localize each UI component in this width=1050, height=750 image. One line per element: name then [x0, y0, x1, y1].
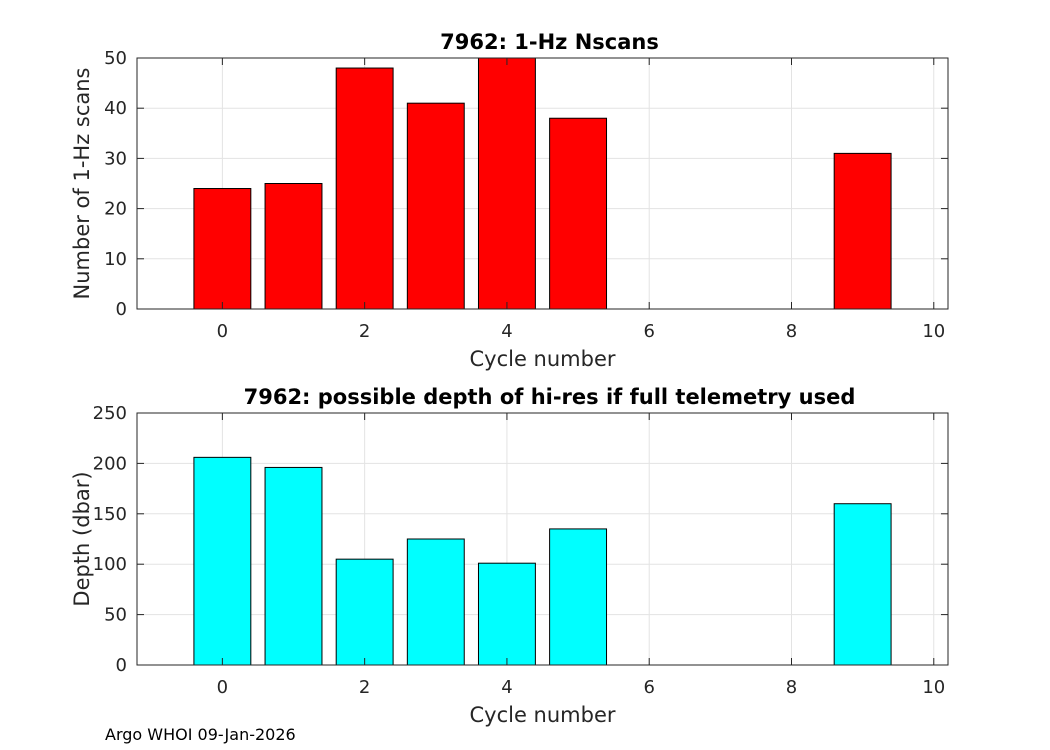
y-tick-label: 10	[104, 249, 127, 270]
bar-cycle-5	[549, 117, 608, 310]
x-tick-label: 10	[922, 321, 945, 342]
footer-text: Argo WHOI 09-Jan-2026	[105, 725, 296, 744]
chart-title: 7962: 1-Hz Nscans	[440, 30, 659, 54]
bar-cycle-4	[477, 562, 536, 666]
y-tick-label: 50	[104, 48, 127, 69]
y-axis-label: Number of 1-Hz scans	[70, 68, 94, 300]
y-tick-label: 20	[104, 199, 127, 220]
x-tick-label: 0	[217, 321, 228, 342]
chart-panel-1: 0 2 4 6 8 10 0 10 20 30 40 50 7962: 1-Hz Nscans Cycle…	[70, 30, 949, 371]
bar-cycle-1	[264, 183, 323, 310]
bar-cycle-0	[193, 188, 252, 310]
x-tick-label: 4	[501, 677, 512, 698]
y-tick-label: 100	[93, 554, 127, 575]
y-axis-label: Depth (dbar)	[70, 471, 94, 606]
x-tick-label: 6	[643, 677, 654, 698]
x-tick-label: 2	[359, 321, 370, 342]
x-axis-label: Cycle number	[469, 347, 615, 371]
bar-cycle-2	[335, 67, 394, 310]
bar-cycle-9	[833, 503, 892, 666]
x-tick-label: 8	[786, 677, 797, 698]
bar-cycle-9	[833, 152, 892, 310]
y-tick-label: 0	[116, 655, 127, 676]
bar-cycle-3	[406, 538, 465, 666]
bar-cycle-0	[193, 456, 252, 666]
y-tick-label: 0	[116, 299, 127, 320]
y-tick-label: 200	[93, 453, 127, 474]
bar-cycle-1	[264, 466, 323, 666]
x-tick-label: 4	[501, 321, 512, 342]
x-tick-label: 0	[217, 677, 228, 698]
x-tick-label: 8	[786, 321, 797, 342]
y-tick-label: 50	[104, 605, 127, 626]
x-axis-label: Cycle number	[469, 703, 615, 727]
y-tick-label: 40	[104, 98, 127, 119]
x-tick-label: 2	[359, 677, 370, 698]
bar-cycle-5	[549, 528, 608, 666]
y-tick-label: 250	[93, 403, 127, 424]
bar-cycle-2	[335, 558, 394, 666]
bar-cycle-4	[477, 57, 536, 310]
axes-frame	[136, 412, 949, 666]
y-tick-label: 150	[93, 504, 127, 525]
axes-frame	[136, 57, 949, 310]
bar-cycle-3	[406, 102, 465, 310]
y-tick-label: 30	[104, 148, 127, 169]
x-tick-label: 6	[643, 321, 654, 342]
chart-title: 7962: possible depth of hi-res if full t…	[244, 385, 856, 409]
x-tick-label: 10	[922, 677, 945, 698]
